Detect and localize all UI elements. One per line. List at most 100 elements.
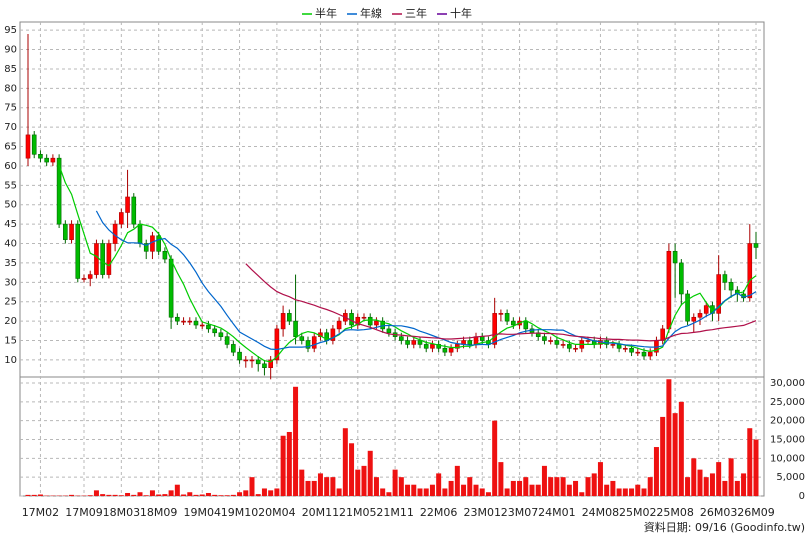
candle-body: [367, 316, 373, 326]
volume-bar: [205, 492, 211, 496]
candle-body: [448, 347, 454, 353]
candle-body: [455, 344, 460, 349]
volume-bar: [479, 488, 485, 496]
volume-bar: [349, 443, 355, 496]
x-tick-label: 19M10: [221, 506, 259, 519]
candle-body: [69, 223, 74, 240]
volume-bar: [31, 494, 37, 496]
volume-bar: [573, 480, 579, 496]
volume-bar: [685, 477, 691, 496]
candle-body: [411, 340, 417, 345]
volume-bar: [554, 477, 560, 496]
volume-bar: [181, 494, 187, 496]
volume-bar: [709, 473, 715, 496]
volume-bar: [591, 473, 597, 496]
candle-body: [311, 336, 317, 349]
volume-bar: [125, 492, 131, 496]
y-tick-label: 75: [4, 103, 17, 114]
candle-body: [44, 157, 49, 163]
candle-body: [722, 274, 728, 283]
volume-bar: [467, 477, 473, 496]
volume-bar: [87, 495, 93, 496]
legend-label: 年線: [360, 6, 382, 20]
volume-bar: [342, 428, 348, 496]
volume-bar: [541, 465, 547, 496]
volume-bar: [398, 477, 404, 496]
x-tick-label: 21M11: [376, 506, 414, 519]
y-tick-label: 85: [4, 64, 17, 75]
volume-bar: [461, 484, 467, 496]
volume-bar: [728, 458, 734, 496]
volume-bar: [629, 488, 635, 496]
y-tick-label: 30: [4, 277, 17, 288]
candle-body: [187, 320, 193, 323]
volume-bar: [734, 480, 740, 496]
candle-body: [399, 336, 404, 341]
y2-tick-label: 5,000: [776, 472, 805, 483]
candle-body: [697, 313, 703, 318]
candle-body: [56, 157, 62, 225]
volume-bar: [324, 477, 330, 496]
volume-bar: [255, 494, 261, 496]
candle-body: [330, 328, 336, 341]
volume-bar: [697, 469, 703, 496]
volume-bar: [635, 484, 641, 496]
candle-body: [237, 351, 242, 361]
volume-bar: [373, 477, 379, 496]
candle-body: [50, 157, 56, 163]
candle-body: [467, 340, 473, 345]
candle-body: [405, 340, 410, 345]
volume-bar: [106, 494, 112, 496]
volume-bar: [753, 439, 759, 496]
volume-bar: [504, 488, 510, 496]
volume-bar: [268, 490, 274, 496]
x-tick-label: 23M01: [463, 506, 501, 519]
volume-bar: [355, 469, 361, 496]
y-tick-label: 10: [4, 355, 17, 366]
candle-body: [193, 320, 199, 326]
candle-body: [735, 289, 740, 295]
candle-body: [224, 336, 230, 345]
volume-bar: [703, 477, 709, 496]
candle-body: [305, 340, 311, 349]
volume-bar: [280, 435, 286, 496]
y-tick-label: 40: [4, 239, 17, 250]
candle-body: [753, 243, 759, 248]
candle-body: [175, 316, 180, 322]
legend-label: 三年: [405, 6, 427, 20]
y-tick-label: 45: [4, 219, 17, 230]
candle-body: [629, 347, 634, 353]
volume-bar: [299, 469, 305, 496]
volume-bar: [492, 420, 498, 496]
candle-body: [287, 313, 292, 322]
x-tick-label: 24M01: [538, 506, 576, 519]
volume-bar: [622, 488, 628, 496]
candle-body: [442, 347, 448, 353]
volume-bar: [317, 473, 323, 496]
candle-body: [293, 320, 298, 337]
candle-body: [168, 258, 174, 318]
candle-body: [685, 293, 690, 322]
candle-body: [417, 340, 423, 345]
candle-body: [473, 336, 479, 345]
candle-body: [361, 316, 367, 319]
y-tick-label: 70: [4, 122, 17, 133]
volume-bar: [741, 473, 747, 496]
volume-bar: [174, 484, 180, 496]
volume-bar: [293, 386, 299, 496]
volume-bar: [716, 462, 722, 496]
y2-tick-label: 20,000: [770, 416, 805, 427]
candle-body: [212, 328, 217, 334]
candle-body: [268, 359, 273, 368]
x-tick-label: 20M04: [258, 506, 296, 519]
volume-bar: [218, 495, 224, 496]
volume-bar: [498, 462, 504, 496]
candle-body: [218, 332, 224, 337]
volume-bar: [131, 494, 137, 496]
candle-body: [336, 320, 342, 330]
candle-body: [181, 320, 186, 323]
candle-body: [560, 344, 566, 346]
candle-body: [150, 235, 155, 252]
x-tick-label: 26M09: [737, 506, 775, 519]
